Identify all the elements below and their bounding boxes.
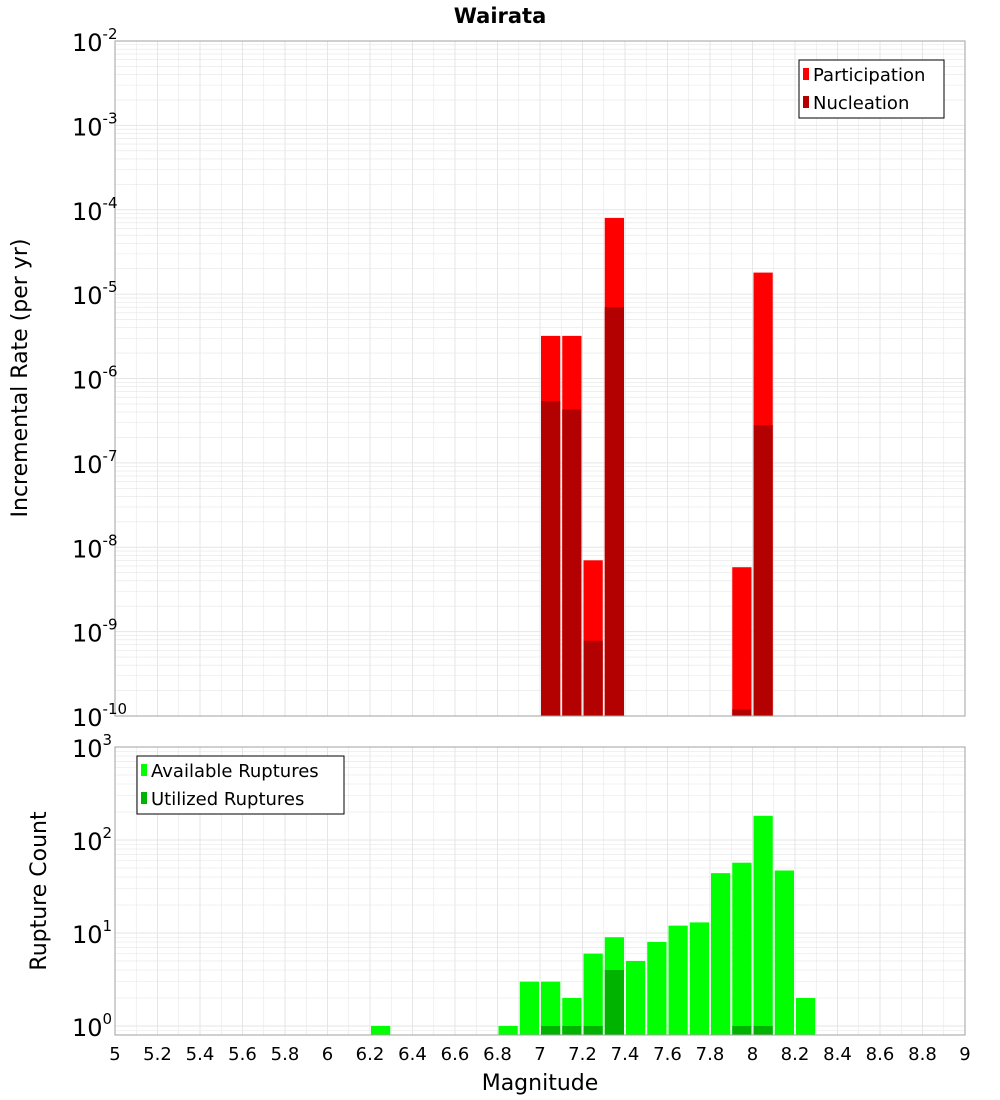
legend-swatch — [141, 764, 147, 776]
legend: Participation Nucleation — [798, 59, 945, 119]
x-tick-label: 8.2 — [781, 1044, 810, 1065]
bar — [541, 401, 561, 716]
rate-plot: 10-10 10-9 10-8 10-7 10-6 10-5 10-4 10-3 10-2 Par… — [72, 25, 966, 732]
bar — [371, 1025, 391, 1035]
plot-border — [114, 40, 966, 717]
count-plot: 100 101 102 103 Available Ruptures Utilized R… — [72, 731, 966, 1042]
x-tick-label: 5.8 — [271, 1044, 300, 1065]
bar — [583, 953, 603, 1035]
bar — [604, 969, 624, 1035]
bar — [562, 1025, 582, 1035]
x-tick-label: 6.6 — [441, 1044, 470, 1065]
series-available-ruptures — [371, 815, 816, 1035]
x-tick-label: 7.2 — [568, 1044, 597, 1065]
bar — [732, 567, 752, 716]
legend-entry: Utilized Ruptures — [151, 789, 304, 810]
legend-swatch — [803, 68, 809, 80]
bar — [498, 1025, 518, 1035]
y-tick-label: 10-4 — [72, 194, 118, 226]
bar — [668, 925, 688, 1035]
x-tick-label: 8.4 — [823, 1044, 852, 1065]
y-tick-label: 10-2 — [72, 25, 118, 57]
legend-box — [798, 59, 945, 119]
y-tick-labels: 100 101 102 103 — [72, 731, 112, 1042]
grid — [114, 40, 966, 717]
legend-entry: Available Ruptures — [151, 761, 319, 782]
bar — [583, 1025, 603, 1035]
legend-swatch — [803, 96, 809, 108]
bar — [753, 425, 773, 716]
x-tick-label: 7.4 — [611, 1044, 640, 1065]
x-tick-labels: 5 5.2 5.4 5.6 5.8 6 6.2 6.4 6.6 6.8 7 7.2 7.4 7.6 7.8 8… — [109, 1044, 970, 1065]
legend-entry: Nucleation — [813, 93, 909, 114]
x-tick-label: 9 — [959, 1044, 970, 1065]
y-tick-label: 10-3 — [72, 109, 118, 141]
bar — [732, 1025, 752, 1035]
y-tick-label: 10-9 — [72, 616, 118, 648]
bar — [711, 873, 731, 1035]
y-tick-labels: 10-10 10-9 10-8 10-7 10-6 10-5 10-4 10-3 10-2 — [72, 25, 127, 732]
x-tick-label: 6.2 — [356, 1044, 385, 1065]
x-tick-label: 6 — [322, 1044, 333, 1065]
x-tick-label: 8 — [747, 1044, 758, 1065]
bar — [583, 640, 603, 716]
count-y-axis-label: Rupture Count — [27, 811, 52, 971]
x-tick-label: 7.8 — [696, 1044, 725, 1065]
x-tick-label: 7.6 — [653, 1044, 682, 1065]
bar — [753, 1025, 773, 1035]
bar — [541, 1025, 561, 1035]
legend-box — [136, 755, 345, 815]
legend: Available Ruptures Utilized Ruptures — [136, 755, 345, 815]
bar — [753, 815, 773, 1035]
x-tick-label: 8.8 — [908, 1044, 937, 1065]
x-axis-label: Magnitude — [482, 1071, 599, 1096]
bar — [604, 307, 624, 716]
y-tick-label: 10-8 — [72, 531, 118, 563]
x-tick-label: 5.6 — [228, 1044, 257, 1065]
rate-y-axis-label: Incremental Rate (per yr) — [8, 239, 33, 518]
x-tick-label: 5.2 — [143, 1044, 172, 1065]
legend-entry: Participation — [813, 65, 925, 86]
bar — [796, 997, 816, 1035]
bar — [519, 981, 539, 1035]
plot-border — [114, 746, 966, 1036]
y-tick-label: 10-6 — [72, 363, 118, 395]
series-utilized-ruptures — [541, 969, 773, 1035]
bar — [541, 981, 561, 1035]
legend-swatch — [141, 792, 147, 804]
bar — [562, 409, 582, 716]
y-tick-label: 10-10 — [72, 700, 127, 732]
x-tick-label: 5 — [109, 1044, 120, 1065]
y-tick-label: 100 — [72, 1010, 112, 1042]
x-tick-label: 8.6 — [866, 1044, 895, 1065]
x-tick-label: 6.4 — [398, 1044, 427, 1065]
y-tick-label: 103 — [72, 731, 112, 763]
grid — [114, 746, 966, 1036]
bar — [732, 709, 752, 716]
y-tick-label: 10-7 — [72, 447, 118, 479]
bar — [626, 960, 646, 1035]
x-tick-label: 5.4 — [186, 1044, 215, 1065]
chart-title: Wairata — [454, 4, 547, 28]
x-tick-label: 6.8 — [483, 1044, 512, 1065]
x-tick-label: 7 — [534, 1044, 545, 1065]
bar — [647, 942, 667, 1035]
y-tick-label: 101 — [72, 917, 112, 949]
bar — [732, 862, 752, 1035]
y-tick-label: 10-5 — [72, 278, 118, 310]
y-tick-label: 102 — [72, 824, 112, 856]
series-nucleation — [541, 307, 773, 716]
bar — [562, 997, 582, 1035]
bar — [774, 870, 794, 1035]
bar — [689, 922, 709, 1035]
